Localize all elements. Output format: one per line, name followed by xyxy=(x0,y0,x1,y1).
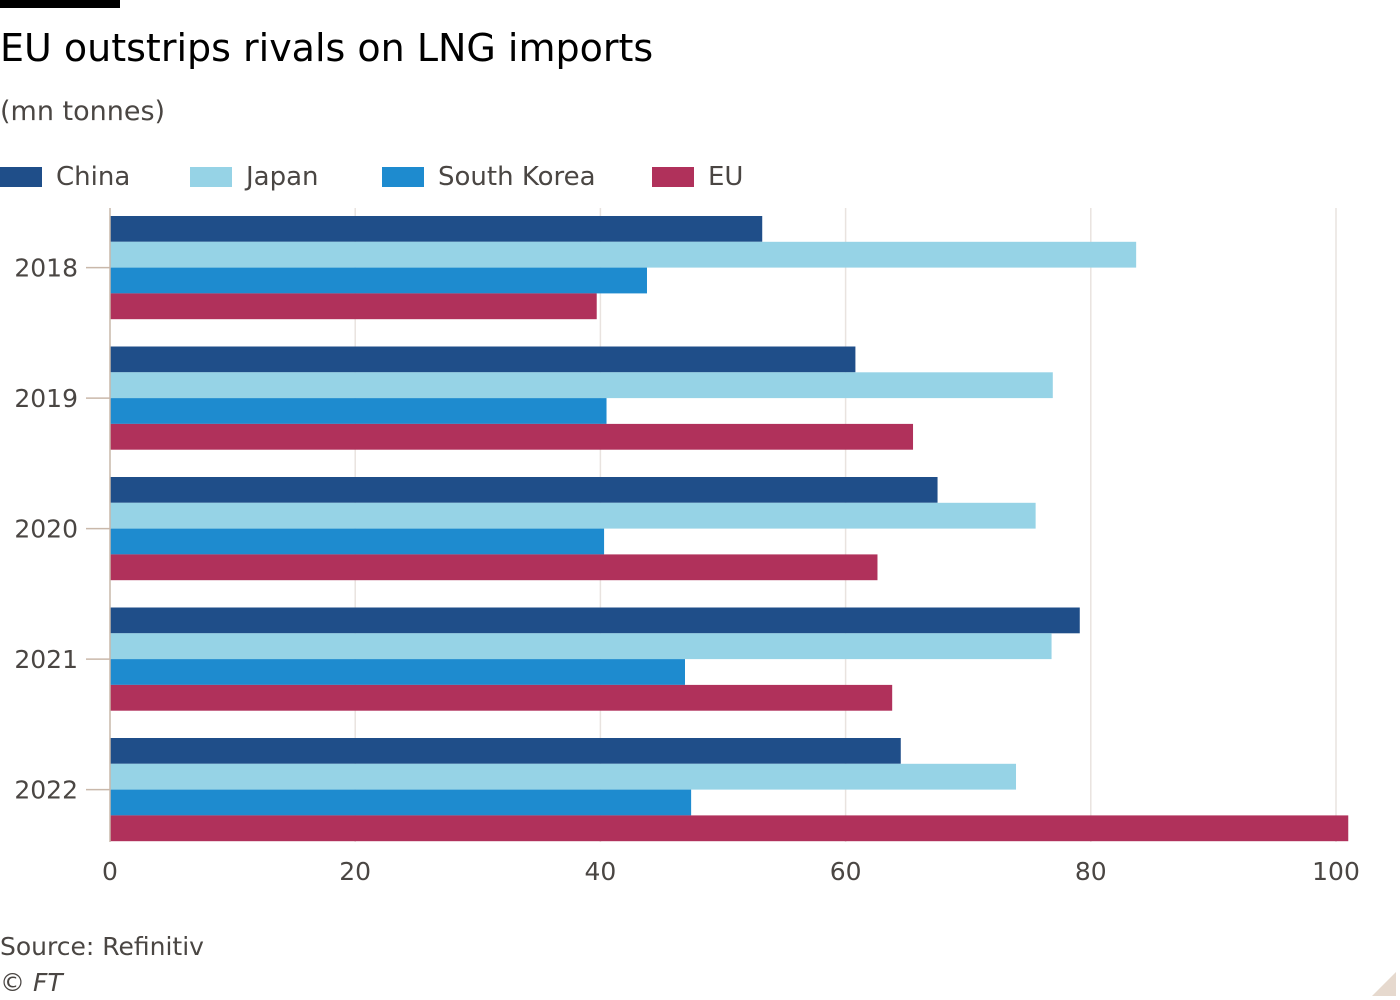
y-tick-label: 2018 xyxy=(14,254,78,283)
y-tick-label: 2019 xyxy=(14,384,78,413)
y-tick-label: 2021 xyxy=(14,645,78,674)
bar-eu-2021 xyxy=(110,684,893,711)
bar-japan-2019 xyxy=(110,372,1053,399)
x-tick-label: 80 xyxy=(1075,857,1107,886)
bar-china-2022 xyxy=(110,738,901,764)
chart-subtitle: (mn tonnes) xyxy=(0,96,166,127)
legend-swatch-china xyxy=(0,167,42,187)
y-tick-label: 2020 xyxy=(14,515,78,544)
legend-item-japan: Japan xyxy=(190,160,319,194)
bar-chart: 0 20 40 60 80 100 2018 2019 2020 2021 2022 xyxy=(14,208,1360,886)
x-tick-label: 60 xyxy=(830,857,862,886)
bar-eu-2020 xyxy=(110,554,878,581)
legend-swatch-japan xyxy=(190,167,232,187)
legend-label-south-korea: South Korea xyxy=(438,162,596,192)
legend-swatch-south-korea xyxy=(382,167,424,187)
bar-eu-2019 xyxy=(110,423,914,450)
bar-china-2021 xyxy=(110,607,1080,634)
y-tick-label: 2022 xyxy=(14,776,78,805)
legend-swatch-eu xyxy=(652,167,694,187)
bar-japan-2021 xyxy=(110,633,1052,660)
legend-item-south-korea: South Korea xyxy=(382,160,596,194)
legend-item-china: China xyxy=(0,160,130,194)
bar-eu-2018 xyxy=(110,293,597,320)
bar-eu-2022 xyxy=(110,815,1349,842)
bar-china-2018 xyxy=(110,216,763,242)
x-tick-label: 100 xyxy=(1312,857,1360,886)
bar-china-2020 xyxy=(110,477,938,503)
source-note: Source: Refinitiv xyxy=(0,932,204,961)
legend-label-japan: Japan xyxy=(246,162,319,192)
x-tick-label: 20 xyxy=(339,857,371,886)
x-tick-label: 0 xyxy=(102,857,118,886)
bar-china-2019 xyxy=(110,346,856,373)
x-tick-label: 40 xyxy=(584,857,616,886)
corner-mark xyxy=(1372,972,1396,996)
legend-label-china: China xyxy=(56,162,131,192)
bar-south-korea-2021 xyxy=(110,659,685,685)
bar-japan-2020 xyxy=(110,502,1036,529)
copyright-note: © FT xyxy=(0,968,63,997)
bar-south-korea-2020 xyxy=(110,528,605,555)
legend-label-eu: EU xyxy=(708,162,744,192)
bar-south-korea-2018 xyxy=(110,267,647,294)
bar-south-korea-2019 xyxy=(110,398,607,424)
bar-japan-2018 xyxy=(110,241,1137,268)
legend-item-eu: EU xyxy=(652,160,743,194)
brand-bar xyxy=(0,0,120,8)
bar-south-korea-2022 xyxy=(110,789,692,816)
chart-title: EU outstrips rivals on LNG imports xyxy=(0,26,654,70)
bar-japan-2022 xyxy=(110,763,1017,790)
